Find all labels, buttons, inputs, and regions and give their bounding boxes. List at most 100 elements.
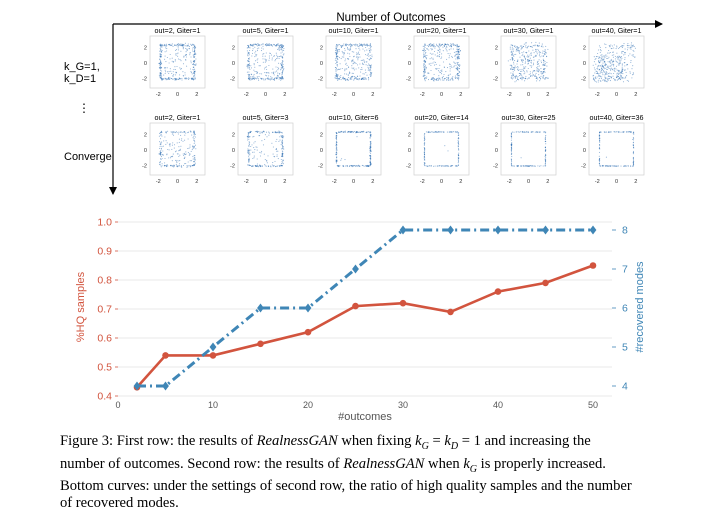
- scatter-panel: out=2, Giter=1 -2 2 0 0 2 -2: [142, 113, 206, 185]
- recovered-modes-line: [137, 228, 593, 388]
- panel-title: out=40, Giter=1: [592, 26, 642, 35]
- panel-y-tick: 2: [144, 132, 147, 138]
- panel-x-tick: 0: [527, 92, 530, 98]
- panel-x-tick: 0: [176, 92, 179, 98]
- figure-caption: Figure 3: First row: the results of Real…: [60, 433, 700, 511]
- panel-x-tick: -2: [244, 92, 249, 98]
- hq-point: [257, 340, 264, 348]
- y-tick-right: 7: [622, 264, 628, 276]
- x-tick: 10: [208, 400, 218, 410]
- panel-y-tick: 2: [583, 45, 586, 51]
- hq-point: [542, 279, 549, 287]
- panel-y-tick: 0: [495, 61, 498, 67]
- modes-point: [352, 264, 359, 274]
- panel-x-tick: 2: [283, 179, 286, 185]
- chart: 0.4 0.5 0.6 0.7 0.8 0.9 1.0 4 5 6 7 8 0 10 20 30 40 50 #o…: [75, 217, 646, 424]
- x-axis-label: #outcomes: [338, 411, 392, 423]
- y-axis-label-right: #recovered modes: [634, 261, 646, 353]
- panel-x-tick: 2: [371, 92, 374, 98]
- panel-y-tick: -2: [318, 77, 323, 83]
- caption-line-3: Bottom curves: under the settings of sec…: [60, 478, 632, 494]
- modes-point: [133, 381, 141, 391]
- outcomes-axis-label: Number of Outcomes: [336, 12, 446, 24]
- scatter-panels: out=2, Giter=1 -2 2 0 0 2 -2 out=5, Giter=1 -2 2 0…: [142, 26, 645, 185]
- panel-x-tick: -2: [595, 179, 600, 185]
- panel-y-tick: -2: [230, 77, 235, 83]
- modes-point: [399, 225, 407, 235]
- caption-line-2: number of outcomes. Second row: the resu…: [60, 455, 606, 475]
- panel-y-tick: 2: [495, 45, 498, 51]
- panel-y-tick: 2: [583, 132, 586, 138]
- scatter-panel: out=30, Giter=1 -2 2 0 0 2 -2: [493, 26, 557, 98]
- panel-y-tick: 0: [495, 148, 498, 154]
- x-tick: 0: [115, 400, 120, 410]
- panel-x-tick: 2: [634, 179, 637, 185]
- panel-x-tick: -2: [156, 179, 161, 185]
- panel-y-tick: -2: [581, 164, 586, 170]
- panel-title: out=5, Giter=3: [243, 113, 289, 122]
- modes-point: [542, 225, 549, 235]
- panel-title: out=5, Giter=1: [243, 26, 289, 35]
- hq-point: [209, 352, 217, 359]
- panel-title: out=2, Giter=1: [155, 26, 201, 35]
- scatter-panel: out=10, Giter=1 -2 2 0 0 2 -2: [318, 26, 382, 98]
- y-tick-left: 0.4: [97, 391, 112, 403]
- row1-label-line2: k_D=1: [64, 73, 96, 85]
- panel-y-tick: 0: [320, 148, 323, 154]
- y-tick-right: 8: [622, 225, 628, 237]
- scatter-panel: out=20, Giter=1 -2 2 0 0 2 -2: [406, 26, 470, 98]
- modes-point: [162, 381, 169, 391]
- y-tick-left: 0.8: [97, 275, 112, 287]
- panel-y-tick: 0: [583, 148, 586, 154]
- hq-samples-line: [136, 264, 594, 389]
- y-tick-right: 4: [622, 381, 628, 393]
- caption-line-1: Figure 3: First row: the results of Real…: [60, 433, 591, 452]
- y-tick-left: 1.0: [97, 217, 112, 229]
- panel-x-tick: -2: [507, 92, 512, 98]
- hq-point: [494, 288, 502, 295]
- hq-point: [589, 262, 597, 269]
- panel-x-tick: 0: [352, 92, 355, 98]
- panel-y-tick: 2: [232, 45, 235, 51]
- panel-x-tick: 0: [176, 179, 179, 185]
- panel-y-tick: 0: [408, 148, 411, 154]
- panel-y-tick: 2: [408, 132, 411, 138]
- panel-x-tick: 2: [546, 179, 549, 185]
- y-tick-left: 0.6: [97, 333, 112, 345]
- modes-point: [257, 303, 264, 313]
- panel-y-tick: 0: [144, 148, 147, 154]
- panel-title: out=10, Giter=1: [329, 26, 379, 35]
- panel-title: out=40, Giter=36: [590, 113, 644, 122]
- y-tick-right: 5: [622, 342, 628, 354]
- panel-y-tick: -2: [581, 77, 586, 83]
- panel-title: out=20, Giter=1: [417, 26, 467, 35]
- panel-y-tick: -2: [493, 77, 498, 83]
- panel-y-tick: 2: [495, 132, 498, 138]
- modes-point: [447, 225, 454, 235]
- x-tick: 30: [398, 400, 408, 410]
- panel-x-tick: 2: [459, 92, 462, 98]
- series-markers: [133, 225, 597, 391]
- panel-x-tick: -2: [507, 179, 512, 185]
- panel-x-tick: -2: [332, 179, 337, 185]
- x-tick: 50: [588, 400, 598, 410]
- panel-x-tick: -2: [332, 92, 337, 98]
- panel-y-tick: 0: [232, 61, 235, 67]
- panel-y-tick: -2: [493, 164, 498, 170]
- panel-y-tick: 2: [232, 132, 235, 138]
- scatter-panel: out=20, Giter=14 -2 2 0 0 2 -2: [406, 113, 470, 185]
- panel-x-tick: 2: [371, 179, 374, 185]
- panel-x-tick: 0: [615, 179, 618, 185]
- panel-y-tick: 0: [320, 61, 323, 67]
- y-tick-right: 6: [622, 303, 628, 315]
- y-tick-left: 0.5: [97, 362, 112, 374]
- panel-x-tick: -2: [595, 92, 600, 98]
- modes-point: [494, 225, 502, 235]
- vertical-ellipsis: ⋮: [78, 101, 90, 115]
- modes-point: [304, 303, 312, 313]
- axis-ticks: 0.4 0.5 0.6 0.7 0.8 0.9 1.0 4 5 6 7 8 0 10 20 30 40 50: [97, 217, 628, 411]
- modes-point: [589, 225, 597, 235]
- row2-label: Converge: [64, 151, 112, 163]
- panel-title: out=30, Giter=1: [504, 26, 554, 35]
- y-tick-left: 0.9: [97, 246, 112, 258]
